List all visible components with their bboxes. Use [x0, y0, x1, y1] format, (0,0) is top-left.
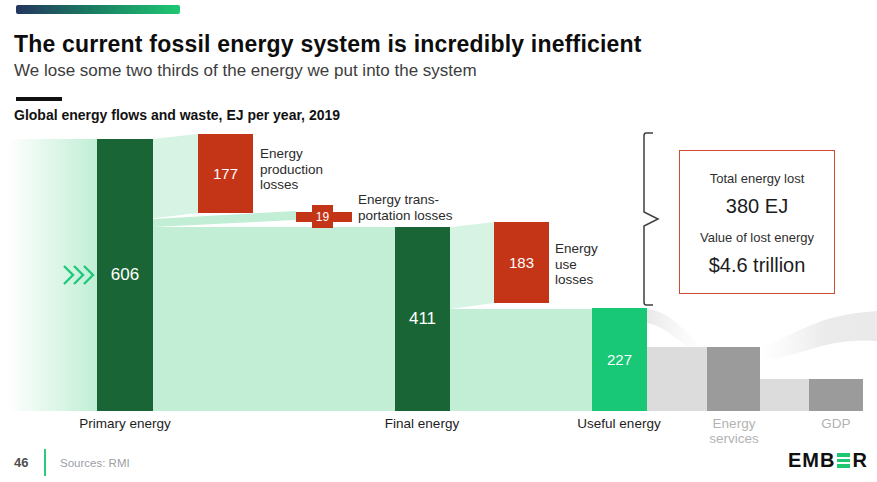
- useful-energy-value: 227: [607, 351, 632, 368]
- ember-logo-text-suffix: R: [852, 449, 867, 472]
- node-primary-energy: 606: [97, 139, 153, 411]
- production-losses-label: Energy production losses: [260, 146, 323, 193]
- axis-label-useful-energy: Useful energy: [554, 416, 684, 431]
- flow-services-to-gdp: [760, 379, 809, 411]
- ember-logo-e-icon: [837, 453, 850, 468]
- losses-bracket: [638, 130, 664, 312]
- flow-final-to-useful: [450, 309, 592, 411]
- page-title: The current fossil energy system is incr…: [14, 31, 854, 58]
- ember-logo-text-prefix: EMB: [788, 449, 835, 472]
- page-number: 46: [14, 455, 28, 470]
- slide: The current fossil energy system is incr…: [0, 0, 877, 482]
- chart-title-rule: [16, 97, 62, 101]
- node-production-losses: 177: [198, 134, 253, 213]
- node-energy-services: [707, 347, 760, 411]
- ember-logo: EMB R: [788, 449, 868, 472]
- flow-final-to-use-losses: [450, 222, 494, 309]
- final-energy-value: 411: [409, 309, 436, 329]
- flow-useful-to-services: [647, 347, 707, 411]
- top-accent-bar: [16, 5, 180, 14]
- node-transportation-losses: 19: [312, 205, 333, 228]
- node-useful-energy: 227: [592, 308, 647, 411]
- transportation-losses-value: 19: [316, 210, 329, 224]
- use-losses-value: 183: [509, 254, 534, 271]
- page-subtitle: We lose some two thirds of the energy we…: [14, 61, 854, 81]
- axis-label-energy-services: Energy services: [674, 416, 794, 446]
- node-use-losses: 183: [494, 222, 549, 303]
- node-gdp: [809, 379, 863, 411]
- axis-label-primary-energy: Primary energy: [60, 416, 190, 431]
- node-final-energy: 411: [395, 227, 450, 411]
- total-energy-lost-value: 380 EJ: [726, 195, 788, 218]
- footer-divider: [44, 449, 46, 476]
- summary-box-subtitle: Value of lost energy: [700, 230, 814, 245]
- primary-energy-value: 606: [111, 265, 139, 285]
- flow-primary-to-final: [153, 227, 395, 411]
- value-of-lost-energy: $4.6 trillion: [709, 254, 806, 277]
- summary-box-title: Total energy lost: [710, 171, 805, 186]
- axis-label-final-energy: Final energy: [357, 416, 487, 431]
- axis-label-gdp: GDP: [791, 416, 877, 431]
- sources-note: Sources: RMI: [60, 457, 130, 469]
- transportation-losses-label: Energy trans- portation losses: [358, 192, 453, 223]
- use-losses-label: Energy use losses: [555, 241, 598, 288]
- flow-direction-chevrons-icon: [62, 264, 96, 286]
- production-losses-value: 177: [213, 165, 238, 182]
- flow-primary-to-production-losses: [153, 134, 198, 219]
- chart-title: Global energy flows and waste, EJ per ye…: [14, 107, 340, 123]
- total-losses-summary-box: Total energy lost 380 EJ Value of lost e…: [679, 150, 835, 294]
